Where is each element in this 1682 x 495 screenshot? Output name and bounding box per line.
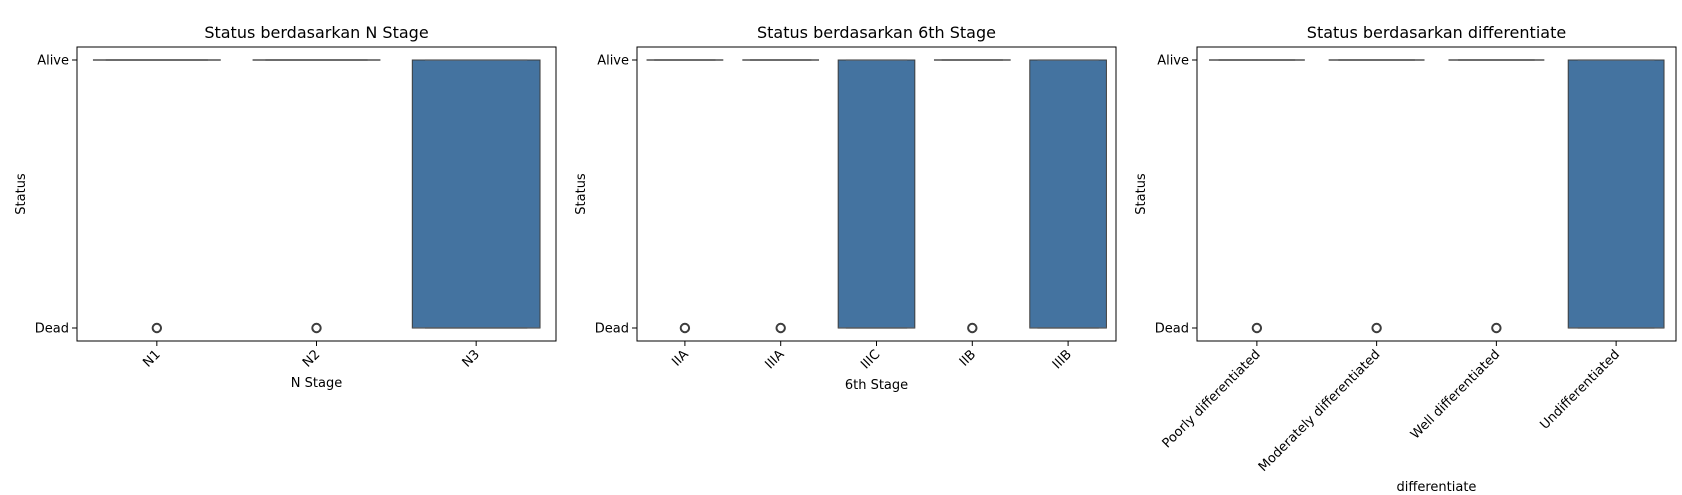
outlier-point (679, 322, 691, 334)
outlier-point (775, 322, 786, 334)
box-undifferentiated (1567, 59, 1665, 329)
box-moderately-differentiated (1328, 59, 1425, 334)
box-body (1029, 59, 1107, 329)
y-tick-label-dead: Dead (1155, 322, 1189, 337)
box-iia (646, 59, 724, 334)
outlier-point (151, 322, 163, 334)
y-axis-label: Status (14, 173, 29, 215)
x-tick-label: Poorly differentiated (1160, 347, 1264, 451)
chart-panel-2: Alive Dead IIA IIIA IIIC IIB IIIB Status berdas… (574, 23, 1117, 372)
box-iiia (742, 59, 820, 334)
x-tick-label: Well differentiated (1408, 347, 1503, 442)
x-tick-label: IIA (669, 347, 691, 369)
outlier-point (311, 322, 322, 334)
x-tick-label: N1 (140, 347, 163, 370)
box-poorly-differentiated (1208, 59, 1305, 334)
box-n2 (252, 59, 381, 334)
outlier-point (1371, 322, 1382, 334)
outlier-point (1491, 322, 1502, 334)
outlier-point (1251, 322, 1263, 334)
outlier-point (967, 322, 978, 334)
chart-title: Status berdasarkan 6th Stage (757, 23, 996, 42)
box-body (837, 59, 916, 329)
y-tick-label-alive: Alive (597, 54, 629, 69)
x-tick-label: Undifferentiated (1537, 347, 1622, 432)
x-tick-label: IIIC (858, 347, 883, 372)
box-n3 (411, 59, 541, 329)
y-tick-label-dead: Dead (35, 322, 69, 337)
box-iiib (1029, 59, 1107, 329)
box-body (411, 59, 541, 329)
chart-title: Status berdasarkan N Stage (204, 23, 428, 42)
y-axis-label: Status (1134, 173, 1149, 215)
box-iib (933, 59, 1011, 334)
box-n1 (92, 59, 221, 334)
x-tick-label: N2 (300, 347, 323, 370)
box-well-differentiated (1448, 59, 1545, 334)
box-body (1567, 59, 1665, 329)
box-iiic (837, 59, 916, 329)
y-tick-label-alive: Alive (1157, 54, 1189, 69)
chart-panel-3: Alive Dead Poorly differentiatedModerately… (1134, 23, 1677, 475)
chart-title: Status berdasarkan differentiate (1307, 23, 1566, 42)
y-axis-label: Status (574, 173, 589, 215)
x-axis-label: 6th Stage (845, 378, 908, 393)
y-tick-label-dead: Dead (595, 322, 629, 337)
x-axis-label: differentiate (1397, 480, 1477, 495)
chart-panel-1: Alive Dead N1 N2 N3 Status berdasarkan N Stag… (14, 23, 557, 371)
y-tick-label-alive: Alive (37, 54, 69, 69)
x-axis-label: N Stage (291, 376, 342, 391)
x-tick-label: Moderately differentiated (1256, 347, 1384, 475)
x-tick-label: N3 (460, 347, 483, 370)
axes-frame (1196, 46, 1677, 342)
x-tick-label: IIIA (762, 347, 787, 372)
x-tick-label: IIB (957, 347, 979, 369)
x-tick-label: IIIB (1050, 347, 1075, 372)
